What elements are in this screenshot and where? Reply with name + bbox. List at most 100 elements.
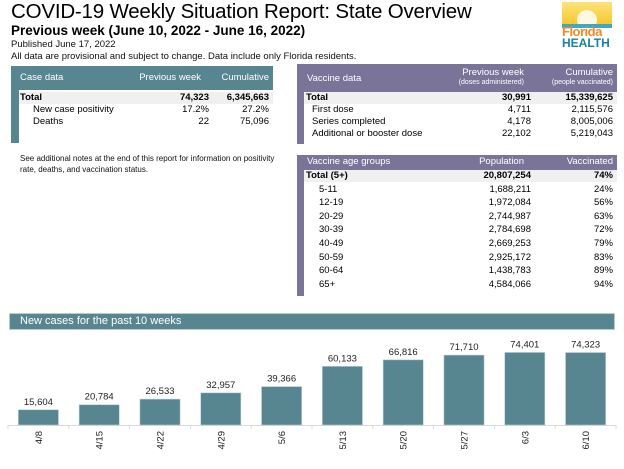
row-vaccinated: 83%: [593, 251, 613, 263]
header-vaccine-data: Vaccine data: [307, 73, 362, 84]
row-week: 22: [198, 116, 209, 127]
header-doses-administered: (doses administered): [458, 79, 524, 86]
row-population: 2,784,698: [488, 224, 531, 236]
table-row: 60-64 1,438,783 89%: [304, 265, 617, 277]
florida-health-logo: Florida HEALTH: [562, 2, 612, 49]
row-label: New case positivity: [33, 104, 114, 115]
header-case-data: Case data: [20, 72, 64, 83]
report-title: COVID-19 Weekly Situation Report: State …: [11, 0, 472, 23]
bar-4/29: [200, 392, 242, 426]
row-vaccinated: 94%: [593, 278, 613, 290]
table-row: Additional or booster dose 22,102 5,219,…: [304, 128, 617, 140]
row-label: 5-11: [319, 183, 338, 195]
x-tick-label: 5/27: [460, 431, 471, 450]
data-label: 15,604: [24, 397, 53, 408]
table-row: Total 30,991 15,339,625: [304, 92, 617, 104]
row-cumulative: 5,219,043: [570, 128, 613, 139]
x-tick-label: 4/8: [34, 431, 45, 444]
table-row: 30-39 2,784,698 72%: [304, 224, 617, 236]
table-row: 5-11 1,688,211 24%: [304, 184, 617, 196]
row-label: Series completed: [312, 116, 386, 127]
new-cases-bar-chart: 15,604 4/8 20,784 4/15 26,533 4/22 32,957 4/29 3…: [7, 339, 617, 450]
row-population: 20,807,254: [483, 170, 531, 181]
data-label: 32,957: [206, 380, 235, 391]
bar-4/22: [139, 398, 181, 426]
row-label: First dose: [312, 104, 354, 115]
x-tick-label: 5/20: [399, 431, 410, 450]
case-data-table: Case data Previous week Cumulative Total…: [11, 66, 273, 143]
logo-word-florida: Florida: [562, 24, 602, 39]
header-cumulative: Cumulative: [221, 72, 269, 83]
header-age-groups: Vaccine age groups: [307, 156, 391, 167]
header-cumulative: Cumulative: [565, 67, 613, 78]
row-week: 30,991: [501, 92, 531, 103]
data-label: 71,710: [449, 342, 478, 353]
row-vaccinated: 79%: [593, 238, 613, 249]
table-row: 40-49 2,669,253 79%: [304, 238, 617, 250]
row-cumulative: 6,345,663: [226, 92, 269, 103]
row-label: Total: [306, 92, 328, 103]
header-people-vaccinated: (people vaccinated): [551, 79, 613, 86]
row-label: 60-64: [319, 265, 344, 277]
row-label: 65+: [319, 278, 336, 290]
data-label: 74,323: [571, 340, 600, 351]
bar-4/15: [78, 404, 120, 426]
bar-5/6: [261, 386, 302, 426]
table-row: New case positivity 17.2% 27.2%: [19, 104, 273, 116]
data-label: 39,366: [267, 374, 296, 385]
data-label: 20,784: [85, 392, 114, 403]
row-label: 12-19: [319, 197, 344, 209]
row-vaccinated: 56%: [593, 197, 613, 209]
water-stripe: [562, 24, 612, 28]
row-cumulative: 75,096: [239, 116, 269, 127]
row-population: 4,584,066: [488, 278, 531, 290]
x-tick-label: 4/29: [216, 431, 227, 450]
row-population: 1,972,084: [488, 197, 531, 209]
report-period: Previous week (June 10, 2022 - June 16, …: [11, 23, 306, 38]
bar-4/8: [18, 409, 59, 426]
age-table-header: Vaccine age groups Population Vaccinated: [297, 155, 617, 169]
row-vaccinated: 74%: [593, 170, 613, 181]
row-label: 40-49: [319, 238, 344, 249]
row-label: 30-39: [319, 224, 344, 236]
data-label: 60,133: [328, 353, 357, 364]
row-label: Additional or booster dose: [312, 128, 423, 139]
chart-title-banner: New cases for the past 10 weeks: [9, 313, 615, 330]
header-population: Population: [479, 156, 524, 167]
x-tick-label: 5/13: [338, 431, 349, 450]
header-vaccinated: Vaccinated: [566, 156, 613, 167]
bar-5/27: [443, 354, 485, 426]
bar-5/13: [322, 366, 363, 426]
case-table-body: Total 74,323 6,345,663 New case positivi…: [19, 90, 273, 143]
x-tick-label: 5/6: [277, 431, 288, 444]
row-population: 1,688,211: [489, 183, 531, 195]
row-cumulative: 15,339,625: [565, 92, 613, 103]
case-table-header: Case data Previous week Cumulative: [11, 66, 273, 88]
row-label: Deaths: [33, 116, 64, 127]
row-label: 20-29: [319, 210, 344, 222]
x-tick-label: 4/22: [156, 431, 167, 450]
row-vaccinated: 89%: [593, 265, 613, 277]
bar-5/20: [382, 359, 424, 426]
data-label: 74,401: [510, 339, 539, 350]
header-previous-week: Previous week: [139, 72, 201, 83]
table-row: Total 74,323 6,345,663: [19, 92, 273, 104]
row-label: Total: [20, 92, 42, 103]
row-vaccinated: 72%: [593, 224, 613, 236]
published-date: Published June 17, 2022: [11, 39, 116, 50]
row-cumulative: 2,115,576: [571, 104, 613, 115]
vaccine-data-table: Vaccine data Previous week (doses admini…: [297, 64, 617, 144]
table-row: 65+ 4,584,066 94%: [304, 279, 617, 291]
table-row: 12-19 1,972,084 56%: [304, 197, 617, 209]
row-cumulative: 8,005,006: [570, 116, 613, 127]
table-row: Total (5+) 20,807,254 74%: [304, 170, 617, 182]
row-population: 2,744,987: [488, 210, 531, 222]
row-week: 22,102: [501, 128, 531, 139]
data-label: 26,533: [145, 386, 174, 397]
table-row: Series completed 4,178 8,005,006: [304, 116, 617, 128]
data-label: 66,816: [389, 347, 418, 358]
row-vaccinated: 63%: [593, 210, 613, 222]
row-vaccinated: 24%: [593, 183, 613, 195]
row-population: 1,438,783: [488, 265, 531, 277]
row-week: 4,711: [507, 104, 531, 115]
